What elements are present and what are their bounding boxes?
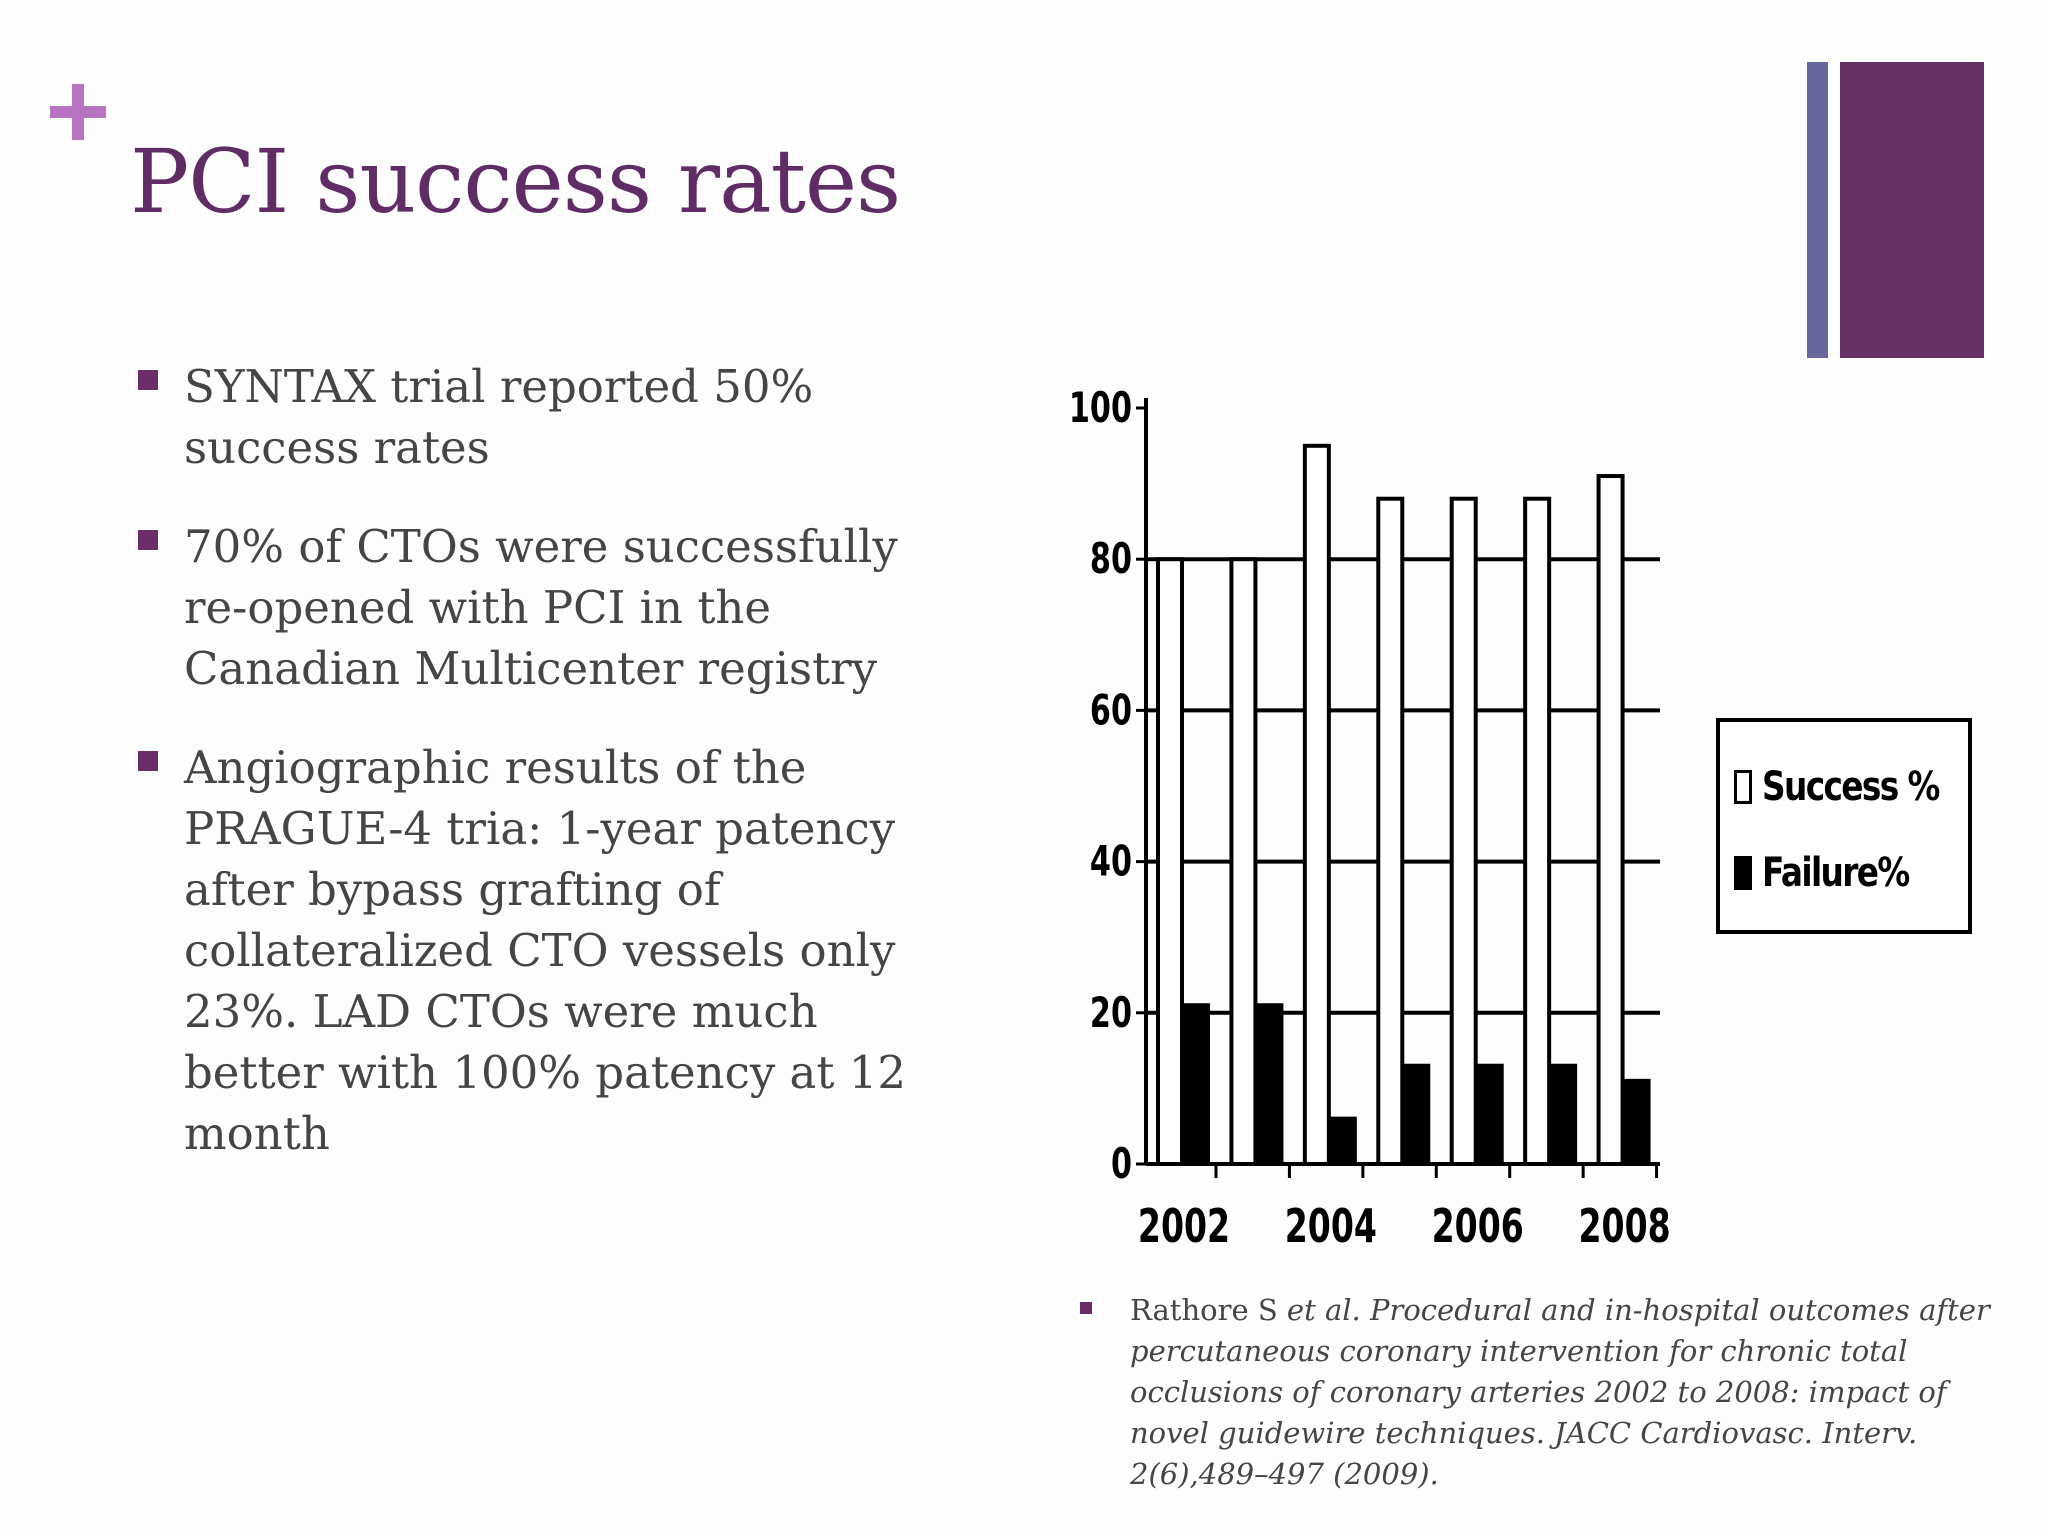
- x-tick-label: 2008: [1578, 1201, 1670, 1254]
- y-tick-label: 20: [1090, 988, 1132, 1037]
- y-tick-label: 100: [1069, 383, 1132, 432]
- citation-text: Rathore S et al. Procedural and in-hospi…: [1130, 1290, 2020, 1495]
- bar-success: [1302, 443, 1331, 1167]
- legend-swatch-success: [1734, 770, 1752, 804]
- bar-failure: [1182, 1003, 1210, 1166]
- legend-label-success: Success %: [1762, 764, 1940, 810]
- legend-swatch-failure: [1734, 856, 1752, 890]
- bar-success: [1156, 557, 1184, 1166]
- bar-failure: [1255, 1003, 1284, 1166]
- bar-success: [1523, 496, 1552, 1167]
- bullet-text: SYNTAX trial reported 50% success rates: [184, 360, 814, 474]
- bullet-square-icon: [138, 370, 158, 390]
- legend-label-failure: Failure%: [1762, 850, 1910, 896]
- slide-title: PCI success rates: [130, 130, 901, 233]
- legend-item-failure: Failure%: [1734, 850, 1941, 896]
- bar-failure: [1549, 1063, 1578, 1166]
- x-tick-label: 2002: [1138, 1201, 1230, 1254]
- plus-icon: [50, 84, 106, 140]
- accent-bar-thin: [1807, 62, 1828, 358]
- bar-success: [1229, 557, 1258, 1166]
- bullet-item: Angiographic results of the PRAGUE-4 tri…: [136, 737, 956, 1164]
- y-tick-label: 0: [1111, 1139, 1132, 1188]
- y-tick-label: 60: [1090, 685, 1132, 734]
- bullet-square-icon: [138, 751, 158, 771]
- legend-item-success: Success %: [1734, 764, 1977, 810]
- bullet-text: 70% of CTOs were successfully re-opened …: [184, 520, 898, 695]
- citation: Rathore S et al. Procedural and in-hospi…: [1080, 1290, 2020, 1495]
- x-tick-label: 2006: [1432, 1201, 1524, 1254]
- bar-failure: [1622, 1078, 1651, 1167]
- x-tick-label: 2004: [1285, 1201, 1377, 1254]
- bullet-item: SYNTAX trial reported 50% success rates: [136, 356, 956, 478]
- chart-legend: Success % Failure%: [1716, 718, 1972, 934]
- bar-success: [1376, 496, 1405, 1167]
- bar-chart-svg: 0 20 40 60 80 100 2002 2004 2006 2008: [1069, 383, 1671, 1254]
- bullet-list: SYNTAX trial reported 50% success rates …: [136, 356, 956, 1202]
- citation-bullet-icon: [1080, 1302, 1092, 1314]
- y-tick-label: 40: [1090, 837, 1132, 886]
- bar-failure: [1475, 1063, 1504, 1166]
- bar-failure: [1402, 1063, 1431, 1166]
- bar-success: [1596, 474, 1625, 1167]
- citation-rest: et al. Procedural and in-hospital outcom…: [1130, 1293, 1990, 1491]
- accent-bar-wide: [1840, 62, 1984, 358]
- citation-authors: Rathore S: [1130, 1293, 1278, 1327]
- y-tick-label: 80: [1090, 534, 1132, 583]
- bar-failure: [1328, 1116, 1357, 1167]
- bar-chart: 0 20 40 60 80 100 2002 2004 2006 2008: [1050, 360, 2030, 1280]
- bullet-square-icon: [138, 530, 158, 550]
- bar-success: [1449, 496, 1478, 1167]
- bullet-item: 70% of CTOs were successfully re-opened …: [136, 516, 956, 699]
- bullet-text: Angiographic results of the PRAGUE-4 tri…: [184, 741, 907, 1160]
